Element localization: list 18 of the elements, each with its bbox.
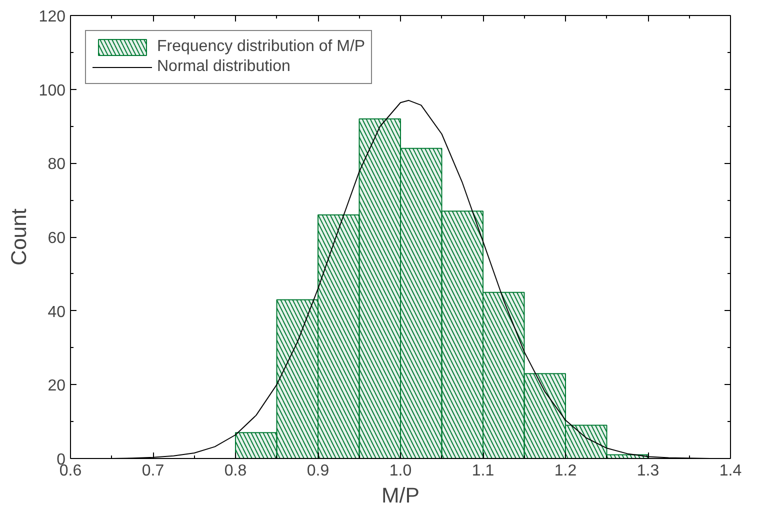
y-tick-label: 40 [48, 304, 66, 321]
x-tick-label: 1.2 [554, 462, 577, 480]
x-tick-label: 0.7 [142, 462, 164, 480]
y-axis-title: Count [6, 208, 31, 266]
x-tick-label: 0.9 [306, 462, 330, 480]
x-tick-label: 1.4 [719, 462, 742, 480]
x-tick-label: 1.0 [389, 462, 412, 480]
x-axis-title: M/P [382, 484, 420, 508]
y-tick-label: 120 [38, 8, 66, 26]
legend-label: Frequency distribution of M/P [157, 38, 366, 56]
x-tick-label: 0.8 [224, 462, 247, 480]
y-tick-label: 80 [48, 156, 66, 174]
x-tick-label: 1.3 [636, 462, 660, 480]
x-tick-label: 1.1 [472, 462, 494, 480]
legend-label: Normal distribution [157, 58, 290, 76]
y-tick-label: 20 [48, 378, 66, 395]
y-tick-label: 60 [48, 230, 66, 247]
y-tick-label: 100 [38, 82, 66, 100]
